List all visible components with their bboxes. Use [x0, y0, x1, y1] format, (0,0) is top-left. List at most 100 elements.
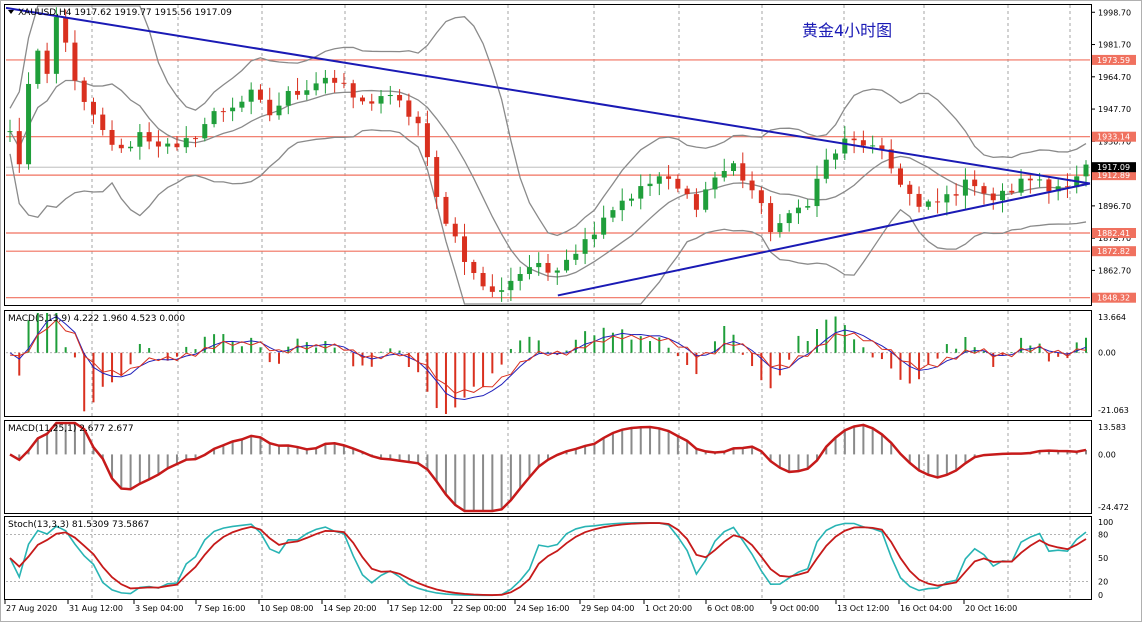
candle-body-17 — [165, 143, 171, 147]
candle-body-48 — [452, 223, 458, 237]
time-axis-labels: 27 Aug 2020 31 Aug 12:00 3 Sep 04:00 7 Sep … — [4, 600, 1017, 613]
level-label-2: 1912.89 — [1097, 171, 1130, 180]
level-label-1: 1933.14 — [1097, 133, 1130, 142]
stoch-tick-0: 100 — [1098, 518, 1113, 527]
time-tick-label-2: 3 Sep 04:00 — [135, 604, 183, 613]
candle-body-3 — [35, 50, 41, 84]
current-price-label: 1917.09 — [1097, 163, 1130, 172]
candle-body-84 — [786, 213, 792, 224]
candle-body-11 — [109, 129, 115, 145]
candle-body-103 — [962, 179, 968, 196]
candle-body-34 — [322, 77, 328, 84]
candle-body-79 — [740, 163, 746, 181]
candle-body-15 — [146, 132, 152, 142]
candle-body-116 — [1083, 164, 1089, 177]
level-label-bg-5 — [1092, 292, 1136, 303]
candle-body-7 — [72, 42, 78, 81]
candle-body-32 — [304, 90, 310, 95]
stoch-plot — [6, 521, 1090, 597]
symbol-info: XAUUSD,H4 1917.62 1919.77 1915.56 1917.0… — [18, 8, 232, 18]
level-label-bg-3 — [1092, 227, 1136, 238]
candle-body-63 — [591, 234, 597, 240]
candle-body-20 — [193, 138, 199, 140]
candle-body-101 — [944, 194, 950, 203]
candle-body-38 — [359, 97, 365, 102]
candle-body-35 — [332, 77, 338, 83]
candle-body-60 — [564, 259, 570, 271]
candle-body-55 — [517, 274, 523, 281]
candle-body-65 — [610, 210, 616, 218]
candle-body-111 — [1037, 179, 1043, 181]
candle-body-41 — [387, 94, 393, 97]
macd2-tick-2: -24.472 — [1098, 503, 1129, 512]
candle-body-109 — [1018, 178, 1024, 193]
candle-body-114 — [1064, 186, 1070, 188]
candle-body-8 — [81, 80, 87, 102]
stoch-panel-frame — [4, 516, 1092, 600]
chart-annotation: 黄金4小时图 — [802, 21, 892, 40]
candle-body-113 — [1055, 186, 1061, 192]
candle-body-92 — [860, 140, 866, 146]
time-tick-label-7: 22 Sep 00:00 — [453, 604, 506, 613]
candle-body-6 — [63, 16, 69, 43]
level-label-bg-0 — [1092, 54, 1136, 65]
price-tick-label-6: 1879.70 — [1098, 234, 1131, 243]
price-tick-label-7: 1862.70 — [1098, 266, 1131, 275]
candle-body-61 — [573, 253, 579, 260]
candle-body-14 — [137, 132, 143, 147]
macd1-signal — [9, 315, 1087, 400]
time-tick-label-15: 20 Oct 16:00 — [965, 604, 1017, 613]
candle-body-56 — [526, 267, 532, 275]
level-label-5: 1848.32 — [1097, 294, 1130, 303]
candle-body-30 — [285, 90, 291, 106]
time-tick-label-12: 9 Oct 00:00 — [772, 604, 819, 613]
candle-body-91 — [851, 138, 857, 141]
candle-body-74 — [693, 194, 699, 210]
candle-body-72 — [675, 178, 681, 189]
candle-body-69 — [647, 183, 653, 187]
candle-body-106 — [990, 193, 996, 201]
candle-body-107 — [1000, 190, 1006, 201]
bb-middle — [9, 79, 1087, 278]
candle-body-21 — [202, 124, 208, 139]
candle-body-88 — [823, 159, 829, 179]
candle-body-95 — [888, 149, 894, 169]
price-tick-label-0: 1998.70 — [1098, 8, 1131, 17]
candle-body-1 — [16, 131, 22, 165]
price-axis-labels: 1998.70 1981.70 1964.70 1947.70 1930.70 1896.… — [1091, 8, 1136, 600]
candle-body-70 — [656, 176, 662, 184]
candle-body-64 — [601, 217, 607, 235]
stoch-title: Stoch(13,3,3) 81.5309 73.5867 — [8, 520, 149, 530]
candle-body-24 — [230, 107, 236, 112]
macd1-tick-0: 13.664 — [1098, 313, 1126, 322]
candle-body-68 — [638, 186, 644, 199]
level-label-3: 1882.41 — [1097, 229, 1130, 238]
candle-body-40 — [378, 96, 384, 104]
macd1-tick-2: -21.063 — [1098, 406, 1129, 415]
candle-body-73 — [684, 188, 690, 195]
candle-body-43 — [406, 100, 412, 117]
candle-body-46 — [434, 157, 440, 197]
candle-body-66 — [619, 200, 625, 211]
candle-body-2 — [26, 83, 32, 165]
bb-upper — [9, 5, 1087, 237]
candle-body-45 — [424, 123, 430, 158]
macd2-line — [9, 421, 1087, 513]
stoch-main — [9, 521, 1087, 597]
candle-body-100 — [935, 201, 941, 203]
candle-body-36 — [341, 82, 347, 84]
bb-lower — [9, 129, 1087, 305]
price-tick-label-3: 1947.70 — [1098, 105, 1131, 114]
collapse-triangle-icon[interactable] — [8, 10, 14, 14]
macd2-tick-1: 0.00 — [1098, 450, 1116, 459]
candle-body-76 — [712, 177, 718, 190]
time-tick-label-14: 16 Oct 04:00 — [900, 604, 952, 613]
candle-body-16 — [155, 141, 161, 147]
time-tick-label-13: 13 Oct 12:00 — [837, 604, 889, 613]
time-tick-label-5: 14 Sep 20:00 — [323, 604, 376, 613]
candle-body-47 — [443, 196, 449, 224]
candle-body-19 — [183, 138, 189, 148]
candle-body-86 — [805, 206, 811, 208]
